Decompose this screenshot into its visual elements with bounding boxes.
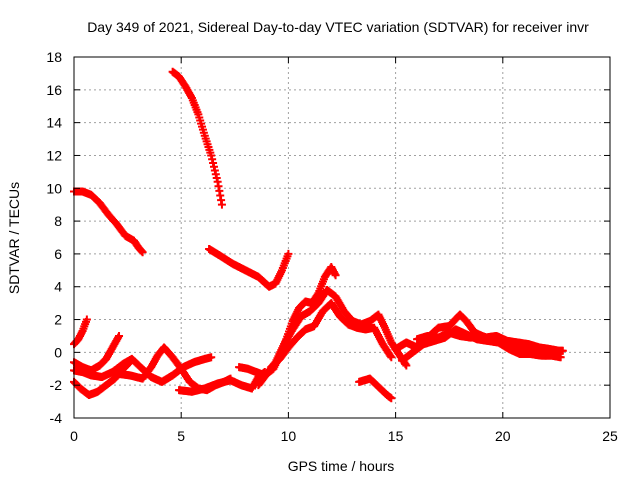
- x-tick-label: 20: [495, 428, 511, 444]
- series-arc-2: [168, 67, 226, 209]
- y-tick-label: 0: [54, 344, 62, 360]
- y-tick-label: 14: [46, 115, 62, 131]
- y-tick-label: 18: [46, 49, 62, 65]
- series-arc-4: [70, 315, 91, 349]
- data-point: [284, 249, 293, 258]
- data-point: [82, 315, 91, 324]
- x-tick-label: 0: [70, 428, 78, 444]
- y-tick-label: 6: [54, 246, 62, 262]
- x-tick-label: 5: [177, 428, 185, 444]
- y-tick-label: 12: [46, 147, 62, 163]
- y-tick-label: 16: [46, 82, 62, 98]
- y-tick-label: 8: [54, 213, 62, 229]
- data-point: [138, 248, 147, 257]
- x-tick-label: 10: [281, 428, 297, 444]
- x-tick-label: 15: [388, 428, 404, 444]
- series-arc-3: [205, 244, 293, 291]
- series-arc-5: [70, 331, 124, 375]
- series-arc-1: [70, 187, 147, 257]
- data-point: [387, 353, 396, 362]
- data-point: [217, 200, 226, 209]
- y-tick-label: 10: [46, 180, 62, 196]
- data-layer: [70, 67, 567, 403]
- data-point: [115, 331, 124, 340]
- data-point: [552, 348, 561, 357]
- data-point: [402, 361, 411, 370]
- y-axis-label: SDTVAR / TECUs: [6, 182, 22, 294]
- series-arc-16: [413, 328, 561, 360]
- chart-title: Day 349 of 2021, Sidereal Day-to-day VTE…: [87, 19, 589, 35]
- data-point: [331, 271, 340, 280]
- data-point: [556, 353, 565, 362]
- y-tick-label: -4: [50, 410, 63, 426]
- x-axis-label: GPS time / hours: [288, 458, 395, 474]
- data-point: [207, 353, 216, 362]
- y-tick-label: -2: [50, 377, 63, 393]
- y-tick-label: 4: [54, 279, 62, 295]
- series-arc-13: [355, 374, 396, 403]
- data-point: [558, 346, 567, 355]
- tick-layer: 0 5 10 15 20 25 -4 -2 0 2 4 6 8 10 12 14 16 18: [46, 49, 618, 444]
- series-arc-10: [235, 263, 340, 380]
- y-tick-label: 2: [54, 312, 62, 328]
- x-tick-label: 25: [602, 428, 618, 444]
- data-point: [387, 394, 396, 403]
- plot-frame: [73, 56, 611, 419]
- series-arc-12: [267, 299, 396, 372]
